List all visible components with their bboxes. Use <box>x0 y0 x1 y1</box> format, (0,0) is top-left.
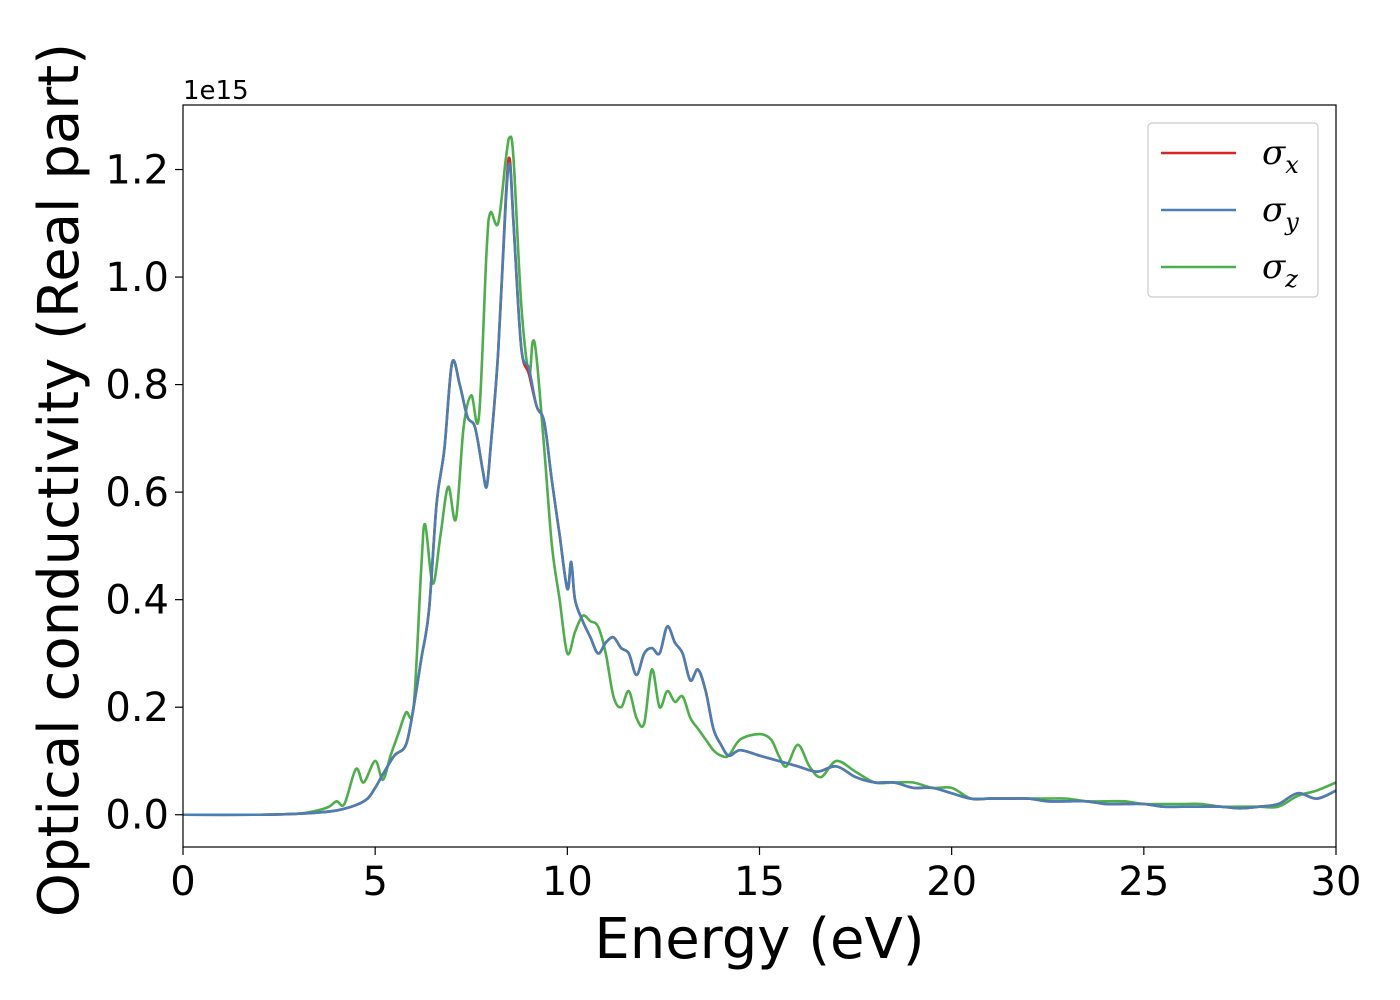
legend-label-z: σz <box>1262 247 1298 293</box>
x-tick-label: 15 <box>734 859 785 905</box>
x-tick-label: 30 <box>1311 859 1362 905</box>
series-line-y <box>183 162 1336 817</box>
x-tick-label: 0 <box>170 859 195 905</box>
y-axis: 0.0 0.2 0.4 0.6 0.8 1.0 1.2 <box>105 148 183 839</box>
x-axis: 0 5 10 15 20 25 30 <box>170 847 1361 905</box>
x-tick-label: 25 <box>1118 859 1169 905</box>
y-tick-label: 1.0 <box>105 255 169 301</box>
y-tick-label: 0.0 <box>105 793 169 839</box>
x-tick-label: 5 <box>362 859 387 905</box>
x-axis-label: Energy (eV) <box>594 907 924 972</box>
y-offset-label: 1e15 <box>183 76 249 106</box>
y-tick-label: 0.6 <box>105 470 169 516</box>
legend-label-x: σx <box>1262 133 1299 179</box>
y-tick-label: 0.2 <box>105 685 169 731</box>
y-tick-label: 0.8 <box>105 363 169 409</box>
legend: σx σy σz <box>1147 122 1319 298</box>
series-layer <box>183 135 1336 817</box>
y-tick-label: 0.4 <box>105 578 169 624</box>
legend-label-y: σy <box>1262 190 1299 236</box>
x-tick-label: 10 <box>542 859 593 905</box>
x-tick-label: 20 <box>926 859 977 905</box>
y-tick-label: 1.2 <box>105 148 169 194</box>
y-axis-label: Optical conductivity (Real part) <box>27 43 92 917</box>
